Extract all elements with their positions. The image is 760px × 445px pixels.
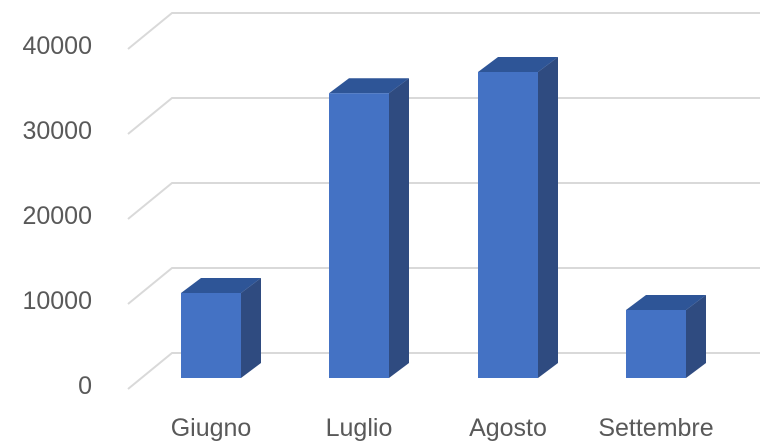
y-tick-label: 10000: [22, 287, 92, 315]
gridline: [127, 97, 760, 135]
y-tick-label: 20000: [22, 202, 92, 230]
bar-front-face: [181, 293, 241, 378]
bar-front-face: [329, 93, 389, 378]
bar-top-face: [329, 78, 409, 94]
x-category-label: Agosto: [469, 414, 547, 442]
bars: [181, 57, 706, 378]
bar-luglio: [329, 78, 409, 378]
y-axis-ticks: 0 10000 20000 30000 40000: [22, 32, 92, 400]
bar-side-face: [686, 295, 706, 378]
x-category-label: Giugno: [171, 414, 252, 442]
x-category-label: Luglio: [326, 414, 393, 442]
bar-front-face: [478, 72, 538, 378]
y-tick-label: 30000: [22, 117, 92, 145]
gridline: [127, 267, 760, 305]
gridlines: [127, 12, 760, 390]
bar-top-face: [626, 295, 706, 310]
x-category-label: Settembre: [598, 414, 713, 442]
bar-front-face: [626, 310, 686, 378]
gridline: [127, 182, 760, 220]
y-tick-label: 40000: [22, 32, 92, 60]
bar-agosto: [478, 57, 558, 378]
y-tick-label: 0: [78, 372, 92, 400]
bar-top-face: [478, 57, 558, 72]
bar-giugno: [181, 278, 261, 378]
bar-side-face: [389, 78, 409, 378]
bar-side-face: [241, 278, 261, 378]
bar-top-face: [181, 278, 261, 293]
gridline: [127, 12, 760, 50]
x-axis-categories: Giugno Luglio Agosto Settembre: [171, 414, 714, 442]
bar-side-face: [538, 57, 558, 378]
bar-settembre: [626, 295, 706, 378]
gridline: [127, 352, 760, 390]
